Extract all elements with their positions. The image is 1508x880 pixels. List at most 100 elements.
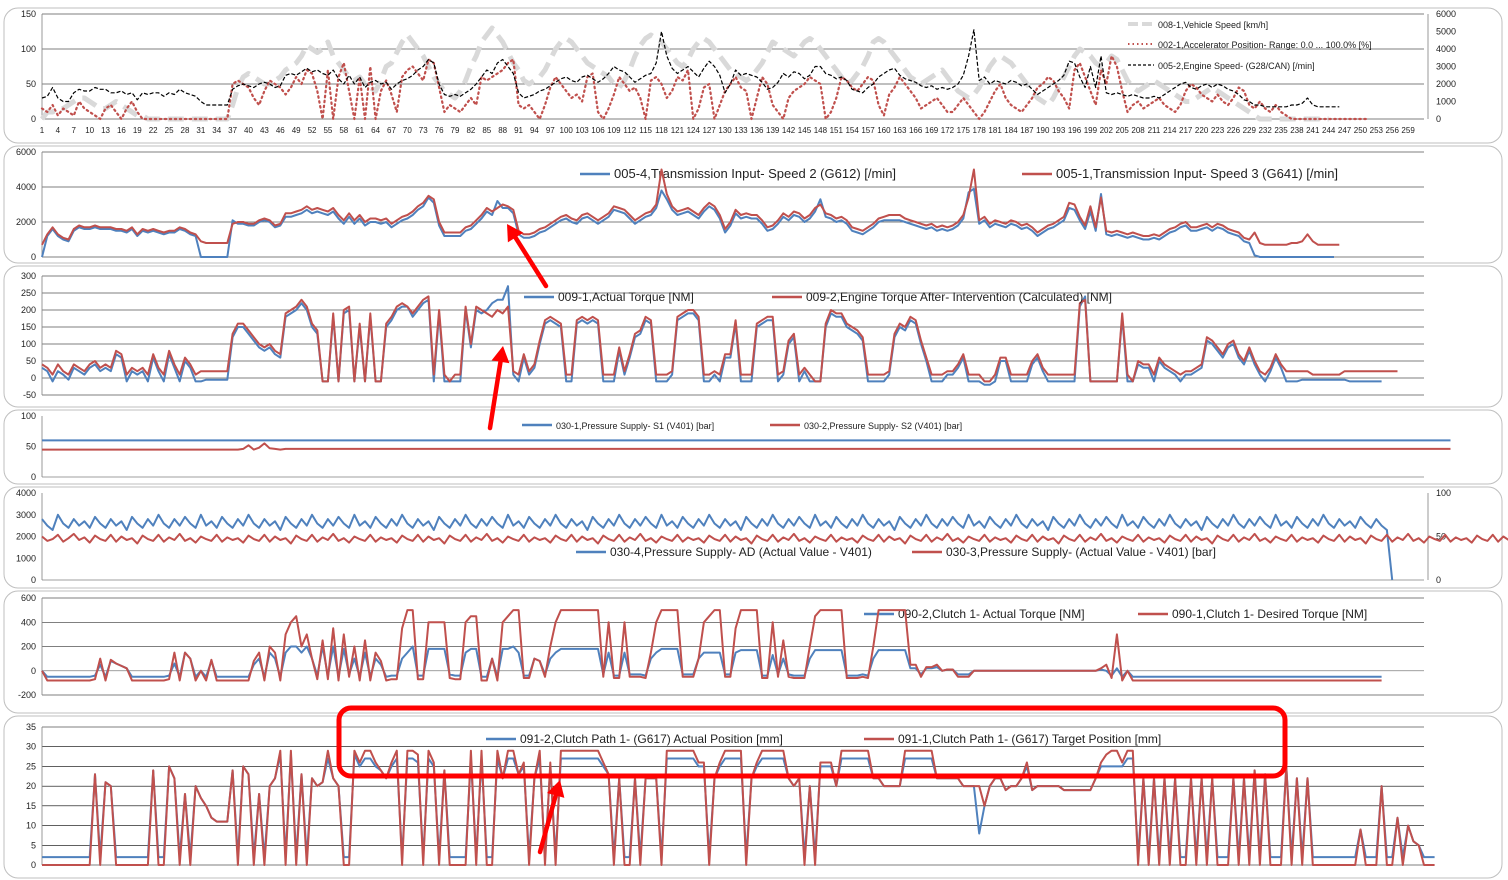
legend-entry: 091-1,Clutch Path 1- (G617) Target Posit… xyxy=(864,732,1161,746)
x-tick-label: 64 xyxy=(371,126,380,135)
arrow-head xyxy=(507,224,524,243)
x-tick-label: 25 xyxy=(165,126,174,135)
legend-label: 030-2,Pressure Supply- S2 (V401) [bar] xyxy=(804,421,962,431)
x-tick-label: 148 xyxy=(814,126,828,135)
x-tick-label: 175 xyxy=(957,126,971,135)
series-line-1 xyxy=(42,442,1451,451)
x-tick-label: 88 xyxy=(498,126,507,135)
x-tick-label: 67 xyxy=(387,126,396,135)
y-tick-label: 0 xyxy=(31,860,36,870)
x-tick-label: 223 xyxy=(1211,126,1225,135)
y-tick-label: 35 xyxy=(26,722,36,732)
x-tick-label: 55 xyxy=(323,126,332,135)
y2-tick-label: 0 xyxy=(1436,114,1441,124)
x-tick-label: 151 xyxy=(830,126,844,135)
x-tick-label: 139 xyxy=(766,126,780,135)
x-tick-label: 199 xyxy=(1084,126,1098,135)
legend-label: 030-4,Pressure Supply- AD (Actual Value … xyxy=(610,545,872,559)
x-tick-label: 37 xyxy=(228,126,237,135)
x-tick-label: 184 xyxy=(1004,126,1018,135)
x-tick-label: 109 xyxy=(607,126,621,135)
x-tick-label: 217 xyxy=(1179,126,1193,135)
legend-entry: 091-2,Clutch Path 1- (G617) Actual Posit… xyxy=(486,732,783,746)
x-tick-label: 193 xyxy=(1052,126,1066,135)
series-line-2 xyxy=(41,29,1340,108)
x-tick-label: 82 xyxy=(466,126,475,135)
y2-tick-label: 5000 xyxy=(1436,27,1456,37)
red-arrow xyxy=(507,224,549,289)
x-tick-label: 229 xyxy=(1243,126,1257,135)
clutch-torque-panel: -200 0 200 400 600 090-2,Clutch 1- Actual Tor… xyxy=(3,590,1503,714)
x-tick-label: 46 xyxy=(276,126,285,135)
y-tick-label: 20 xyxy=(26,781,36,791)
x-tick-label: 142 xyxy=(782,126,796,135)
legend-entry: 030-4,Pressure Supply- AD (Actual Value … xyxy=(576,545,872,559)
y2-tick-label: 100 xyxy=(1436,488,1451,498)
arrow-shaft xyxy=(487,359,503,431)
series-line-1 xyxy=(41,532,1508,545)
x-tick-label: 22 xyxy=(149,126,158,135)
legend-entry: 030-2,Pressure Supply- S2 (V401) [bar] xyxy=(770,421,962,431)
x-tick-label: 241 xyxy=(1306,126,1320,135)
x-tick-label: 16 xyxy=(117,126,126,135)
y-tick-label: 50 xyxy=(26,79,36,89)
y-tick-label: 100 xyxy=(21,411,36,421)
x-tick-label: 91 xyxy=(514,126,523,135)
x-tick-label: 112 xyxy=(623,126,636,135)
y-tick-label: 6000 xyxy=(16,147,36,157)
y-tick-label: 10 xyxy=(26,821,36,831)
arrow-shaft xyxy=(537,793,558,855)
x-tick-label: 163 xyxy=(893,126,907,135)
y-tick-label: -200 xyxy=(18,690,36,700)
x-tick-label: 247 xyxy=(1338,126,1352,135)
legend-entry: 005-1,Transmission Input- Speed 3 (G641)… xyxy=(1022,166,1338,181)
x-tick-label: 157 xyxy=(861,126,875,135)
x-tick-label: 19 xyxy=(133,126,142,135)
x-tick-label: 166 xyxy=(909,126,923,135)
legend-entry: 002-1,Accelerator Position- Range: 0.0 .… xyxy=(1128,40,1372,50)
x-tick-label: 10 xyxy=(85,126,94,135)
legend-label: 005-1,Transmission Input- Speed 3 (G641)… xyxy=(1056,166,1338,181)
y-tick-label: 0 xyxy=(31,252,36,262)
red-arrow xyxy=(487,346,510,431)
y-tick-label: 4000 xyxy=(16,182,36,192)
legend-entry: 009-1,Actual Torque [NM] xyxy=(524,290,694,304)
x-tick-label: 49 xyxy=(292,126,301,135)
series-line-1 xyxy=(41,609,1382,682)
y-tick-label: 50 xyxy=(26,356,36,366)
x-tick-label: 235 xyxy=(1274,126,1288,135)
x-tick-label: 79 xyxy=(451,126,460,135)
x-tick-label: 76 xyxy=(435,126,444,135)
x-tick-label: 4 xyxy=(56,126,61,135)
x-tick-label: 256 xyxy=(1386,126,1400,135)
panel-frame xyxy=(3,409,1503,485)
y-tick-label: 0 xyxy=(31,472,36,482)
x-tick-label: 40 xyxy=(244,126,253,135)
x-tick-label: 118 xyxy=(655,126,668,135)
y2-tick-label: 3000 xyxy=(1436,62,1456,72)
vehicle-speed-panel: 0 50 100 150 0 1000 2000 3000 4000 5000 6000 1 4 7 10 1… xyxy=(3,7,1503,144)
legend-entry: 005-2,Engine Speed- (G28/CAN) [/min] xyxy=(1128,61,1315,71)
legend-label: 008-1,Vehicle Speed [km/h] xyxy=(1158,20,1268,30)
y2-tick-label: 0 xyxy=(1436,575,1441,585)
pressure-ad-panel: 0 1000 2000 3000 4000 0 50 100 030-4,Pressure Su… xyxy=(3,486,1508,589)
x-tick-label: 154 xyxy=(845,126,859,135)
y-tick-label: 0 xyxy=(31,114,36,124)
y-tick-label: 250 xyxy=(21,288,36,298)
x-tick-label: 220 xyxy=(1195,126,1209,135)
x-tick-label: 259 xyxy=(1401,126,1415,135)
y-tick-label: 0 xyxy=(31,575,36,585)
panel-frame xyxy=(3,715,1503,879)
y2-tick-label: 50 xyxy=(1436,532,1446,542)
x-tick-label: 145 xyxy=(798,126,812,135)
legend-entry: 008-1,Vehicle Speed [km/h] xyxy=(1128,20,1268,30)
x-tick-label: 181 xyxy=(988,126,1002,135)
series-line-0 xyxy=(41,285,1382,386)
y-tick-label: 100 xyxy=(21,44,36,54)
red-highlight-box xyxy=(336,705,1288,779)
legend-label: 091-1,Clutch Path 1- (G617) Target Posit… xyxy=(898,732,1161,746)
x-tick-label: 130 xyxy=(718,126,732,135)
y-tick-label: 30 xyxy=(26,742,36,752)
x-tick-label: 196 xyxy=(1068,126,1082,135)
y-tick-label: 0 xyxy=(31,666,36,676)
